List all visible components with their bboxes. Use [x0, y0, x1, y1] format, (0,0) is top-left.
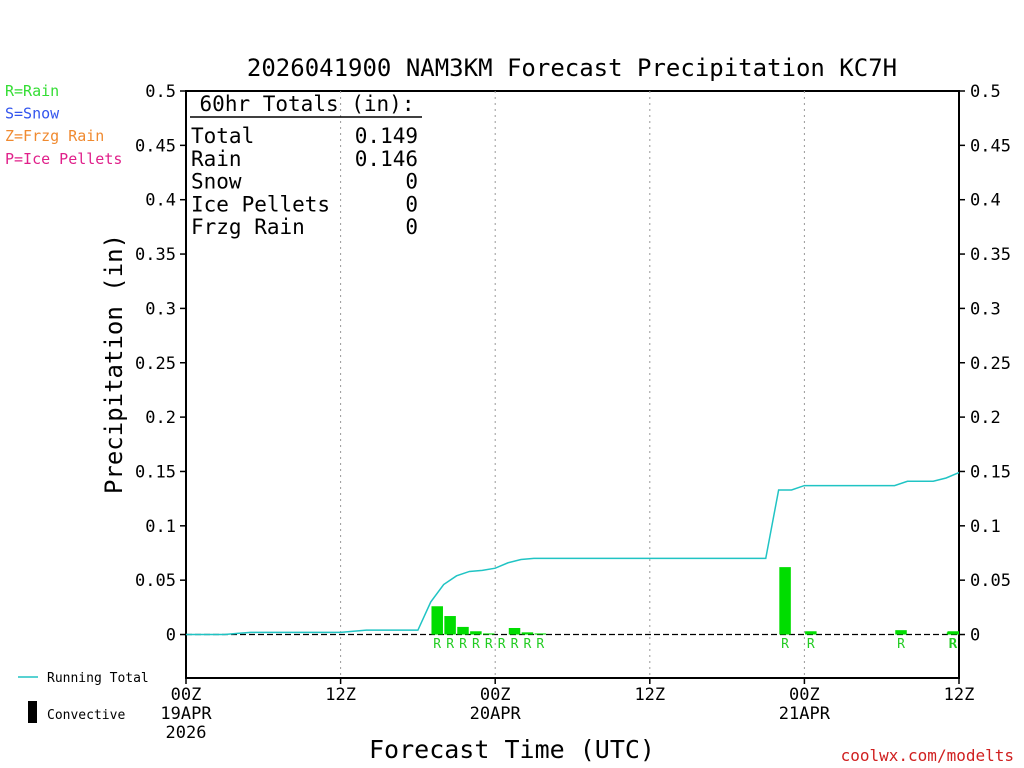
precip-bar	[521, 632, 534, 635]
x-tick-label: 12Z	[325, 685, 356, 705]
y-tick-label: 0.45	[135, 136, 176, 156]
y-tick-label-right: 0.45	[970, 136, 1011, 156]
running-total-legend-label: Running Total	[47, 671, 149, 686]
precip-bar	[470, 631, 482, 635]
precip-type-marker: R	[446, 637, 454, 652]
totals-row-value: 0.149	[355, 124, 418, 148]
totals-row-label: Snow	[191, 170, 242, 194]
precip-type-marker: R	[511, 637, 519, 652]
precip-type-marker: R	[781, 637, 789, 652]
convective-legend-label: Convective	[47, 708, 125, 723]
legend-entry: R=Rain	[5, 82, 59, 100]
precip-bar	[805, 631, 817, 635]
y-axis-left: 0 0.05 0.1 0.15 0.2 0.25 0.3 0.35 0.4 0.45 0.5	[135, 82, 186, 646]
precip-type-marker: R	[498, 637, 506, 652]
precip-bar	[534, 633, 547, 635]
y-tick-label-right: 0.5	[970, 82, 1001, 102]
precip-type-marker: R	[897, 637, 905, 652]
y-axis-label: Precipitation (in)	[100, 234, 128, 494]
x-tick-label: 19APR	[160, 704, 212, 724]
totals-row-value: 0.146	[355, 147, 418, 171]
running-total-line	[186, 471, 960, 636]
totals-box: 60hr Totals (in): Total 0.149 Rain 0.146 Sno…	[190, 92, 422, 239]
precip-type-marker: R	[485, 637, 493, 652]
y-tick-label-right: 0	[970, 626, 980, 646]
grid-lines	[340, 91, 805, 678]
precip-type-marker: R	[433, 637, 441, 652]
precip-type-marker: R	[949, 637, 957, 652]
y-axis-right: 0 0.05 0.1 0.15 0.2 0.25 0.3 0.35 0.4 0.45 0.5	[959, 82, 1011, 646]
precip-type-markers: R R R R R R R R R R R R RR	[433, 637, 957, 652]
y-tick-label-right: 0.3	[970, 299, 1001, 319]
convective-legend-swatch	[28, 701, 37, 723]
y-tick-label: 0.5	[145, 82, 176, 102]
precip-bar	[895, 630, 907, 635]
y-tick-label-right: 0.1	[970, 517, 1001, 537]
totals-row-value: 0	[405, 170, 418, 194]
totals-row-value: 0	[405, 192, 418, 216]
precip-bar	[444, 616, 456, 635]
precip-type-marker: R	[459, 637, 467, 652]
precip-type-marker: R	[949, 637, 957, 652]
precip-type-marker: R	[536, 637, 544, 652]
legend-entry: S=Snow	[5, 105, 60, 123]
totals-row-value: 0	[405, 215, 418, 239]
legend-entry: P=Ice Pellets	[5, 150, 122, 168]
y-tick-label: 0.15	[135, 462, 176, 482]
x-tick-label: 00Z	[171, 685, 202, 705]
precip-type-marker: R	[472, 637, 480, 652]
totals-heading: 60hr Totals (in):	[200, 92, 415, 116]
precip-bar	[779, 567, 791, 635]
x-tick-label: 21APR	[779, 704, 831, 724]
watermark: coolwx.com/modelts	[841, 746, 1014, 765]
x-tick-label: 12Z	[944, 685, 975, 705]
y-tick-label-right: 0.2	[970, 408, 1001, 428]
y-tick-label: 0	[166, 626, 176, 646]
x-tick-label: 20APR	[470, 704, 522, 724]
y-tick-label-right: 0.05	[970, 571, 1011, 591]
y-tick-label: 0.05	[135, 571, 176, 591]
x-tick-label: 12Z	[634, 685, 665, 705]
chart-title: 2026041900 NAM3KM Forecast Precipitation…	[247, 54, 897, 82]
y-tick-label-right: 0.35	[970, 245, 1011, 265]
x-axis-label: Forecast Time (UTC)	[369, 735, 655, 764]
totals-row-label: Rain	[191, 147, 242, 171]
y-tick-label-right: 0.15	[970, 462, 1011, 482]
precip-bar	[431, 606, 443, 635]
precip-bar	[483, 633, 495, 635]
precip-type-marker: R	[523, 637, 531, 652]
precip-bar	[457, 626, 469, 635]
x-tick-label: 00Z	[480, 685, 511, 705]
plot-frame	[185, 90, 960, 679]
x-tick-label: 00Z	[789, 685, 820, 705]
precip-type-marker: R	[807, 637, 815, 652]
y-tick-label: 0.2	[145, 408, 176, 428]
precip-type-legend: R=Rain S=Snow Z=Frzg Rain P=Ice Pellets	[5, 82, 122, 168]
totals-row-label: Total	[191, 124, 254, 148]
y-tick-label: 0.35	[135, 245, 176, 265]
y-tick-label-right: 0.25	[970, 354, 1011, 374]
y-tick-label-right: 0.4	[970, 191, 1001, 211]
y-tick-label: 0.1	[145, 517, 176, 537]
totals-row-label: Frzg Rain	[191, 215, 305, 239]
totals-row-label: Ice Pellets	[191, 192, 330, 216]
precip-bar	[508, 627, 521, 635]
y-tick-label: 0.3	[145, 299, 176, 319]
y-tick-label: 0.25	[135, 354, 176, 374]
precip-bar	[947, 631, 959, 635]
y-tick-label: 0.4	[145, 191, 176, 211]
precip-bars	[431, 567, 959, 635]
legend-entry: Z=Frzg Rain	[5, 127, 104, 145]
x-tick-label: 2026	[166, 723, 207, 743]
